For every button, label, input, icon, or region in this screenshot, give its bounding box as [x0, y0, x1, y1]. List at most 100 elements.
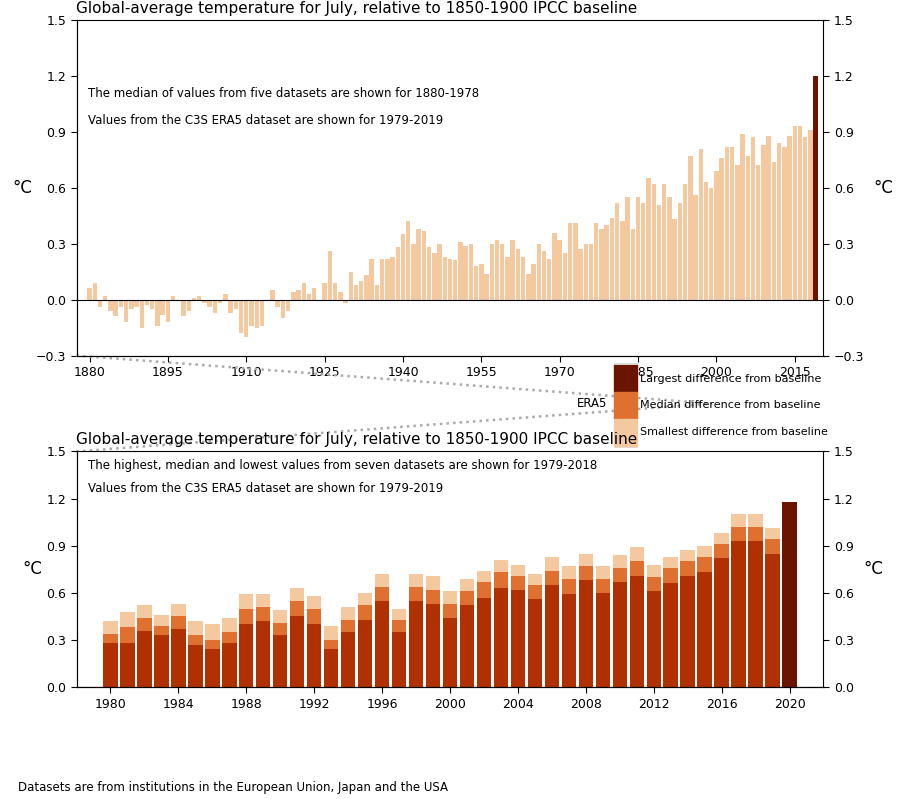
Bar [108, 300, 112, 311]
Bar [749, 527, 763, 687]
Bar [93, 283, 97, 300]
Bar [594, 223, 598, 300]
Bar [212, 300, 217, 312]
Bar [222, 643, 237, 687]
Bar [239, 594, 254, 687]
Bar [104, 643, 118, 687]
Bar [479, 264, 483, 300]
Bar [683, 184, 688, 300]
Bar [286, 300, 291, 311]
Bar [341, 607, 356, 687]
Y-axis label: °C: °C [863, 560, 883, 578]
Bar [205, 624, 220, 687]
Bar [464, 245, 468, 300]
Bar [324, 626, 338, 687]
Bar [589, 244, 593, 300]
Bar [375, 574, 390, 687]
Bar [448, 259, 452, 300]
Bar [698, 149, 703, 300]
Bar [652, 184, 656, 300]
Bar [562, 253, 567, 300]
Bar [137, 618, 151, 687]
Bar [104, 621, 118, 687]
Bar [777, 143, 781, 300]
Bar [732, 515, 746, 687]
Bar [160, 300, 165, 315]
Bar [324, 640, 338, 687]
Bar [443, 591, 457, 687]
Bar [354, 284, 358, 300]
Bar [458, 242, 463, 300]
Bar [222, 632, 237, 687]
Bar [265, 300, 269, 301]
Bar [103, 296, 107, 300]
Bar [358, 606, 373, 687]
Bar [121, 627, 135, 687]
Bar [348, 272, 353, 300]
Bar [730, 147, 734, 300]
Bar [426, 590, 440, 687]
Bar [596, 578, 610, 687]
Bar [510, 240, 515, 300]
Bar [460, 578, 474, 687]
Bar [788, 136, 792, 300]
Bar [307, 624, 321, 687]
Bar [615, 419, 637, 446]
Bar [735, 165, 740, 300]
Bar [698, 572, 712, 687]
Bar [338, 292, 343, 300]
Bar [761, 145, 766, 300]
Bar [395, 248, 400, 300]
Bar [477, 570, 491, 687]
Bar [536, 244, 541, 300]
Bar [192, 298, 196, 300]
Bar [239, 609, 254, 687]
Bar [641, 203, 645, 300]
Bar [218, 300, 222, 304]
Text: Values from the C3S ERA5 dataset are shown for 1979-2019: Values from the C3S ERA5 dataset are sho… [87, 114, 443, 127]
Bar [562, 566, 576, 687]
Bar [171, 296, 176, 300]
Bar [469, 244, 473, 300]
Bar [719, 158, 724, 300]
Bar [273, 622, 287, 687]
Bar [615, 392, 637, 419]
Bar [443, 256, 447, 300]
Bar [596, 593, 610, 687]
Bar [698, 546, 712, 687]
Bar [573, 223, 578, 300]
Bar [715, 171, 718, 300]
Bar [724, 147, 729, 300]
Bar [113, 300, 118, 316]
Bar [803, 137, 807, 300]
Bar [171, 629, 185, 687]
Bar [553, 233, 557, 300]
Bar [369, 259, 374, 300]
Bar [307, 596, 321, 687]
Bar [635, 197, 640, 300]
Bar [392, 632, 406, 687]
Bar [166, 300, 170, 322]
Bar [154, 615, 168, 687]
Bar [765, 528, 779, 687]
Bar [527, 574, 542, 687]
Bar [154, 626, 168, 687]
Text: Global-average temperature for July, relative to 1850-1900 IPCC baseline: Global-average temperature for July, rel… [76, 1, 638, 16]
Bar [484, 273, 489, 300]
Bar [364, 276, 369, 300]
Bar [510, 565, 525, 687]
Bar [137, 606, 151, 687]
Bar [741, 133, 745, 300]
Bar [698, 557, 712, 687]
Bar [596, 566, 610, 687]
Bar [171, 617, 185, 687]
Bar [667, 197, 671, 300]
Bar [205, 650, 220, 687]
Bar [229, 300, 233, 312]
Bar [104, 634, 118, 687]
Bar [715, 533, 729, 687]
Bar [782, 147, 787, 300]
Bar [494, 572, 508, 687]
Bar [375, 601, 390, 687]
Bar [626, 197, 630, 300]
